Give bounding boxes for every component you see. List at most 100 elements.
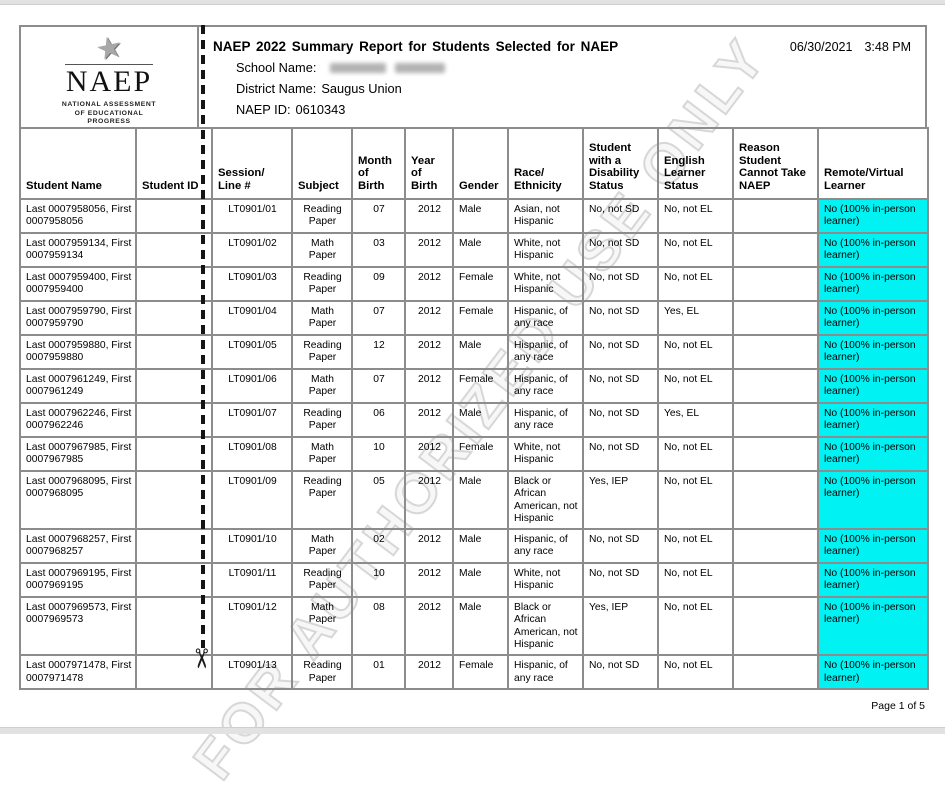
cell-month-of-birth: 03 <box>351 232 406 268</box>
cell-month-of-birth: 07 <box>351 368 406 404</box>
cell-subject: Reading Paper <box>291 654 353 691</box>
cell-student-id <box>135 528 213 565</box>
cell-student-name: Last 0007971478, First 0007971478 <box>19 654 137 691</box>
cell-year-of-birth: 2012 <box>404 528 454 565</box>
cell-subject: Reading Paper <box>291 198 353 234</box>
report-time: 3:48 PM <box>864 40 911 54</box>
cell-session-line: LT0901/07 <box>211 402 293 438</box>
cell-gender: Female <box>452 266 509 302</box>
logo-subtitle: NATIONAL ASSESSMENT OF EDUCATIONAL PROGR… <box>61 101 157 125</box>
cut-dashed-line <box>201 25 205 648</box>
table-row: Last 0007962246, First 0007962246 LT0901/… <box>19 402 929 438</box>
cell-gender: Male <box>452 596 509 657</box>
cell-month-of-birth: 06 <box>351 402 406 438</box>
logo-divider-line <box>65 64 153 65</box>
cell-month-of-birth: 01 <box>351 654 406 691</box>
cell-student-id <box>135 368 213 404</box>
cell-student-name: Last 0007969573, First 0007969573 <box>19 596 137 657</box>
cell-race-ethnicity: Asian, not Hispanic <box>507 198 584 234</box>
cell-reason-cannot-take <box>732 266 819 302</box>
cell-gender: Male <box>452 562 509 599</box>
cell-month-of-birth: 02 <box>351 528 406 565</box>
table-row: Last 0007968257, First 0007968257 LT0901/… <box>19 528 929 565</box>
cell-reason-cannot-take <box>732 528 819 565</box>
col-header-gender: Gender <box>452 127 509 200</box>
cell-race-ethnicity: White, not Hispanic <box>507 266 584 302</box>
cell-reason-cannot-take <box>732 402 819 438</box>
cell-race-ethnicity: Hispanic, of any race <box>507 528 584 565</box>
cell-gender: Male <box>452 232 509 268</box>
cell-remote-virtual: No (100% in-person learner) <box>817 596 929 657</box>
cell-race-ethnicity: Hispanic, of any race <box>507 334 584 370</box>
cell-year-of-birth: 2012 <box>404 368 454 404</box>
cell-reason-cannot-take <box>732 232 819 268</box>
cell-el-status: Yes, EL <box>657 300 734 336</box>
cell-race-ethnicity: Black or African American, not Hispanic <box>507 469 584 531</box>
cell-remote-virtual: No (100% in-person learner) <box>817 368 929 404</box>
cell-el-status: No, not EL <box>657 596 734 657</box>
cell-race-ethnicity: Hispanic, of any race <box>507 300 584 336</box>
cell-reason-cannot-take <box>732 436 819 472</box>
logo-star-area: ★ <box>21 30 197 67</box>
page-title: NAEP 2022 Summary Report for Students Se… <box>213 39 619 54</box>
naep-id-label: NAEP ID: <box>236 102 291 117</box>
col-header-student-name: Student Name <box>19 127 137 200</box>
cell-el-status: No, not EL <box>657 368 734 404</box>
cell-student-id <box>135 266 213 302</box>
cell-session-line: LT0901/13 <box>211 654 293 691</box>
cell-subject: Math Paper <box>291 368 353 404</box>
cell-session-line: LT0901/01 <box>211 198 293 234</box>
cell-reason-cannot-take <box>732 198 819 234</box>
cell-el-status: No, not EL <box>657 334 734 370</box>
cell-year-of-birth: 2012 <box>404 562 454 599</box>
cell-disability-status: No, not SD <box>582 562 659 599</box>
cell-student-id <box>135 198 213 234</box>
cell-year-of-birth: 2012 <box>404 402 454 438</box>
cell-gender: Female <box>452 654 509 691</box>
cell-month-of-birth: 12 <box>351 334 406 370</box>
cell-subject: Math Paper <box>291 436 353 472</box>
cell-el-status: No, not EL <box>657 562 734 599</box>
table-row: Last 0007969195, First 0007969195 LT0901/… <box>19 562 929 599</box>
cell-student-name: Last 0007968257, First 0007968257 <box>19 528 137 565</box>
logo-acronym: NAEP <box>65 65 153 98</box>
cell-gender: Male <box>452 334 509 370</box>
cell-reason-cannot-take <box>732 654 819 691</box>
cell-subject: Math Paper <box>291 528 353 565</box>
cell-disability-status: No, not SD <box>582 198 659 234</box>
table-body: Last 0007958056, First 0007958056 LT0901/… <box>19 198 929 691</box>
page-number: Page 1 of 5 <box>871 700 925 712</box>
cell-remote-virtual: No (100% in-person learner) <box>817 300 929 336</box>
cell-month-of-birth: 07 <box>351 198 406 234</box>
cell-subject: Reading Paper <box>291 334 353 370</box>
col-header-race-ethnicity: Race/ Ethnicity <box>507 127 584 200</box>
redacted-school-name <box>395 62 446 73</box>
col-header-month-of-birth: Month of Birth <box>351 127 406 200</box>
cell-disability-status: No, not SD <box>582 402 659 438</box>
cell-el-status: No, not EL <box>657 654 734 691</box>
cell-subject: Reading Paper <box>291 402 353 438</box>
cell-gender: Female <box>452 436 509 472</box>
col-header-session-line: Session/ Line # <box>211 127 293 200</box>
cell-el-status: Yes, EL <box>657 402 734 438</box>
cell-race-ethnicity: Hispanic, of any race <box>507 402 584 438</box>
cell-year-of-birth: 2012 <box>404 198 454 234</box>
viewer-top-edge <box>0 0 945 5</box>
cell-year-of-birth: 2012 <box>404 334 454 370</box>
cell-remote-virtual: No (100% in-person learner) <box>817 232 929 268</box>
table-header-row: Student Name Student ID Session/ Line # Sub… <box>19 127 929 200</box>
report-date: 06/30/2021 <box>789 40 853 54</box>
cell-session-line: LT0901/05 <box>211 334 293 370</box>
cell-month-of-birth: 05 <box>351 469 406 531</box>
cell-student-id <box>135 334 213 370</box>
cell-disability-status: No, not SD <box>582 334 659 370</box>
cell-student-id <box>135 232 213 268</box>
report-sheet: ★ NAEP NATIONAL ASSESSMENT OF EDUCATIONA… <box>19 25 929 691</box>
naep-logo: ★ NAEP NATIONAL ASSESSMENT OF EDUCATIONA… <box>21 27 199 127</box>
cell-year-of-birth: 2012 <box>404 300 454 336</box>
cell-race-ethnicity: Hispanic, of any race <box>507 654 584 691</box>
table-row: Last 0007967985, First 0007967985 LT0901/… <box>19 436 929 472</box>
cell-reason-cannot-take <box>732 469 819 531</box>
cell-student-id <box>135 654 213 691</box>
cell-year-of-birth: 2012 <box>404 436 454 472</box>
